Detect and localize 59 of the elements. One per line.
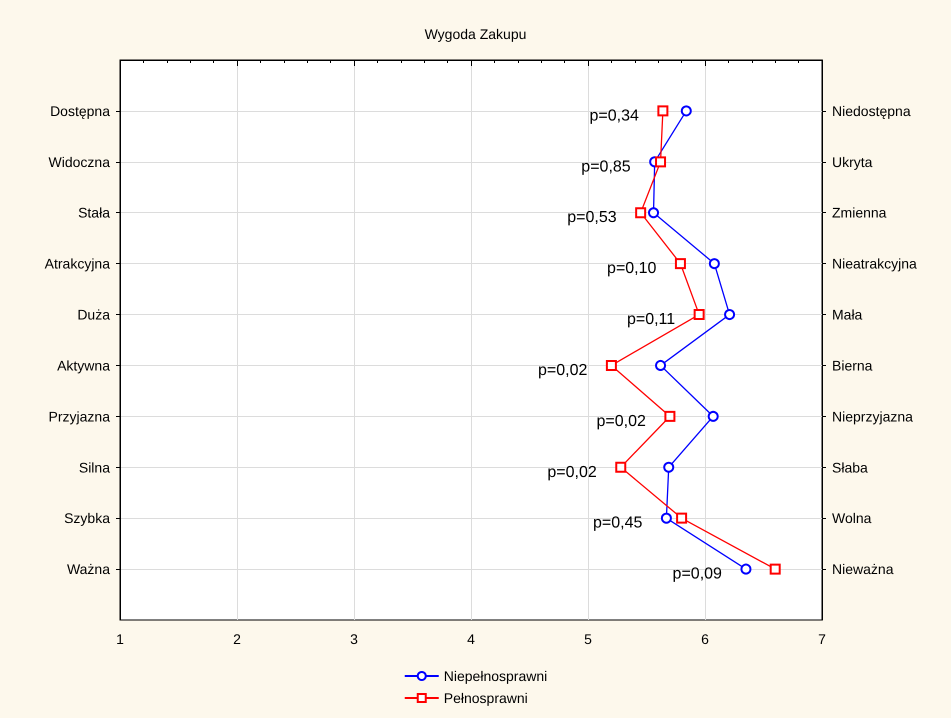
chart-title: Wygoda Zakupu (424, 26, 526, 42)
point (708, 258, 720, 270)
point (648, 207, 660, 218)
y-tick-label: Przyjazna (48, 408, 110, 424)
annotation: p=0,02 (538, 362, 588, 379)
y-tick-label: Silna (78, 459, 110, 476)
point (740, 564, 752, 575)
y-tick-label: Szybka (64, 510, 110, 526)
point (655, 156, 666, 168)
point (708, 410, 719, 422)
annotation: p=0,02 (596, 412, 646, 430)
y2-tick-label: Zmienna (832, 204, 887, 221)
x-tick-label: 1 (116, 631, 124, 647)
point (674, 258, 686, 270)
x-tick-label: 2 (233, 631, 242, 647)
annotation: p=0,10 (607, 260, 657, 278)
y2-tick-label: Nieatrakcyjna (832, 256, 918, 272)
legend-label: Pełnosprawni (444, 690, 528, 706)
point (657, 105, 668, 116)
annotation: p=0,09 (672, 566, 722, 583)
y2-tick-label: Nieprzyjazna (832, 408, 914, 424)
y-tick-label: Aktywna (57, 357, 110, 374)
y-tick-label: Widoczna (48, 154, 110, 170)
y-tick-label: Ważna (66, 561, 110, 578)
x-tick-label: 6 (701, 631, 710, 647)
y2-tick-label: Słaba (832, 459, 868, 476)
point (655, 360, 666, 371)
annotation: p=0,45 (593, 514, 642, 532)
y2-tick-label: Bierna (832, 357, 873, 374)
point (660, 512, 672, 524)
point (680, 105, 692, 116)
point (724, 309, 736, 320)
y-tick-label: Duża (77, 306, 110, 323)
x-tick-label: 5 (584, 631, 592, 647)
point (606, 360, 617, 371)
legend-label: Niepełnosprawni (444, 668, 548, 684)
y2-tick-label: Ukryta (832, 154, 873, 170)
y2-tick-label: Nieważna (832, 561, 894, 578)
annotation: p=0,02 (547, 464, 597, 481)
point (676, 512, 688, 524)
point (694, 309, 705, 320)
point (615, 462, 626, 473)
annotation: p=0,11 (626, 311, 676, 328)
annotation: p=0,34 (589, 107, 639, 124)
point (664, 410, 676, 422)
x-tick-label: 7 (818, 631, 826, 647)
y2-tick-label: Wolna (832, 510, 872, 526)
annotation: p=0,53 (567, 209, 617, 226)
point (663, 462, 674, 473)
y-tick-label: Atrakcyjna (44, 256, 110, 272)
y2-tick-label: Niedostępna (832, 102, 911, 119)
x-tick-label: 3 (350, 631, 358, 647)
y2-tick-label: Mała (832, 306, 863, 323)
annotation: p=0,85 (581, 158, 631, 176)
x-tick-label: 4 (467, 631, 476, 647)
y-tick-label: Dostępna (50, 102, 110, 119)
point (635, 207, 646, 218)
y-tick-label: Stała (78, 204, 110, 221)
point (770, 564, 781, 575)
